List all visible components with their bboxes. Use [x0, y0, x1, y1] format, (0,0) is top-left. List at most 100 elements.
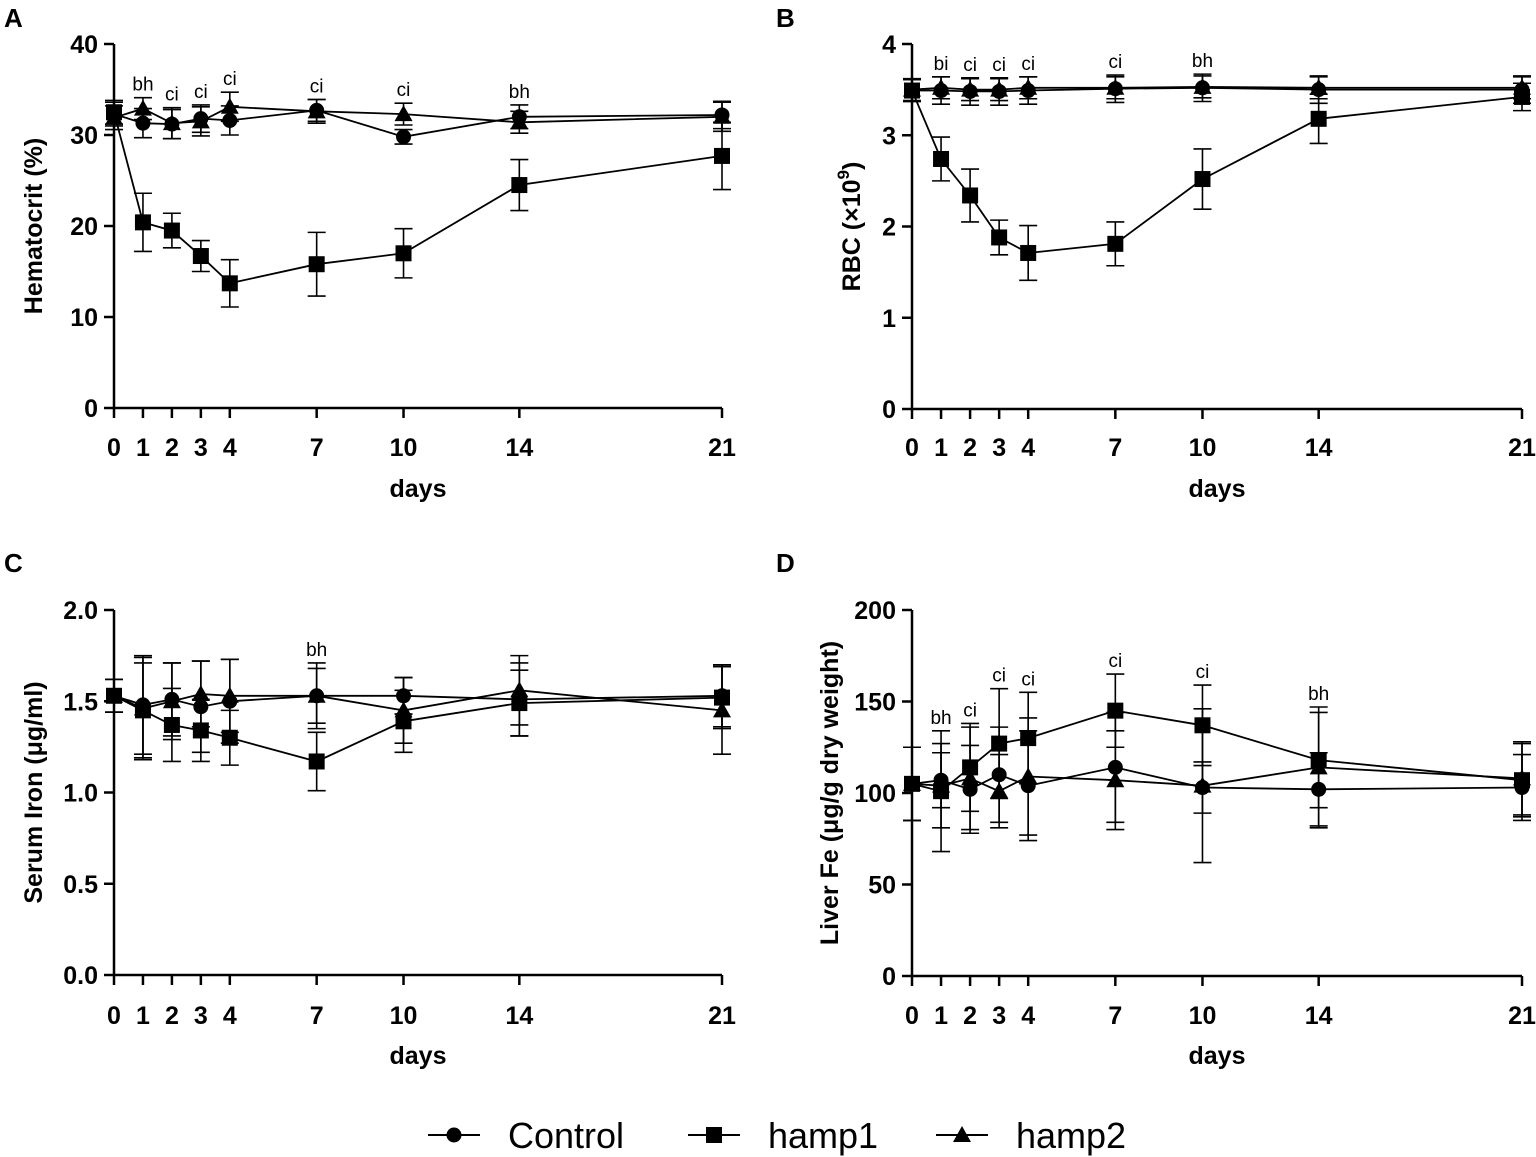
legend-marker-circle: [446, 1127, 462, 1143]
x-tick-label: 14: [505, 1002, 533, 1030]
series-hamp2: [105, 91, 731, 140]
y-tick-label: 3: [882, 122, 896, 150]
panel-letter: B: [776, 3, 795, 33]
significance-label: bh: [1192, 51, 1213, 72]
legend-item-hamp1: hamp1: [688, 1115, 878, 1156]
data-point-triangle: [220, 97, 239, 114]
significance-label: ci: [223, 69, 237, 90]
x-tick-label: 1: [136, 1002, 150, 1030]
data-point-triangle: [990, 782, 1009, 799]
x-tick-label: 0: [905, 434, 919, 462]
significance-label: ci: [963, 55, 977, 76]
series-hamp1: [105, 99, 731, 308]
data-point-square: [1194, 171, 1211, 188]
data-point-triangle: [1309, 78, 1328, 95]
data-point-square: [1310, 110, 1327, 127]
x-tick-label: 0: [107, 434, 121, 462]
y-axis-label-part: ): [838, 162, 866, 170]
x-tick-label: 7: [1108, 1002, 1122, 1030]
data-point-triangle: [1019, 78, 1038, 95]
significance-label: ci: [963, 700, 977, 721]
significance-label: ci: [310, 77, 324, 98]
x-tick-label: 21: [708, 434, 736, 462]
y-axis-label: Liver Fe (μg/g dry weight): [816, 641, 844, 945]
significance-label: ci: [194, 82, 208, 103]
y-tick-label: 10: [70, 304, 98, 332]
data-point-triangle: [1309, 758, 1328, 775]
panel-letter: C: [4, 548, 23, 578]
legend-marker-triangle: [953, 1126, 971, 1142]
data-point-square: [395, 245, 412, 262]
data-point-square: [308, 256, 325, 273]
data-point-triangle: [961, 80, 980, 97]
legend-item-hamp2: hamp2: [936, 1115, 1126, 1156]
x-tick-label: 4: [1021, 434, 1035, 462]
data-point-triangle: [191, 112, 210, 129]
x-tick-label: 2: [963, 1002, 977, 1030]
legend-item-control: Control: [428, 1115, 624, 1156]
significance-label: bh: [1308, 684, 1329, 705]
y-tick-label: 0.5: [63, 871, 98, 899]
x-tick-label: 1: [934, 434, 948, 462]
significance-label: ci: [1108, 52, 1122, 73]
panel-c: C 0.0 0.5 1.0 1.5 2.0 0 1 2 3 4 7 10 14 21 days Serum Ir…: [4, 548, 736, 1070]
data-point-triangle: [961, 769, 980, 786]
data-point-square: [192, 248, 209, 265]
data-point-triangle: [1106, 771, 1125, 788]
data-point-triangle: [394, 105, 413, 122]
x-tick-label: 0: [905, 1002, 919, 1030]
x-tick-label: 14: [1305, 1002, 1333, 1030]
x-tick-label: 10: [1189, 1002, 1217, 1030]
series-control: [105, 654, 731, 755]
significance-label: bh: [306, 640, 327, 661]
data-point-square: [221, 729, 238, 746]
y-axis-label: Hematocrit (%): [20, 138, 48, 314]
data-point-triangle: [903, 774, 921, 791]
data-point-square: [933, 150, 950, 167]
data-point-square: [1020, 244, 1037, 261]
data-point-triangle: [1193, 77, 1212, 94]
x-tick-label: 21: [708, 1002, 736, 1030]
data-point-square: [1107, 235, 1124, 252]
series-line: [911, 90, 1523, 254]
data-point-triangle: [105, 686, 123, 703]
y-tick-label: 30: [70, 122, 98, 150]
x-tick-label: 1: [934, 1002, 948, 1030]
legend-label: hamp1: [768, 1115, 878, 1156]
series-hamp2: [903, 75, 1531, 102]
legend-marker-square: [706, 1127, 722, 1143]
x-tick-label: 3: [194, 1002, 208, 1030]
significance-label: ci: [1021, 54, 1035, 75]
y-axis-label-sup: 9: [834, 170, 853, 179]
series-hamp1: [903, 673, 1531, 853]
x-axis-label: days: [1189, 475, 1246, 503]
data-point-triangle: [1193, 776, 1212, 793]
significance-label: ci: [1021, 669, 1035, 690]
data-point-triangle: [1019, 767, 1038, 784]
data-point-triangle: [191, 684, 210, 701]
x-tick-label: 3: [992, 1002, 1006, 1030]
data-point-triangle: [394, 701, 413, 718]
data-point-square: [308, 753, 325, 770]
x-tick-label: 2: [963, 434, 977, 462]
x-tick-label: 3: [194, 434, 208, 462]
significance-label: bh: [509, 82, 530, 103]
significance-label: ci: [397, 80, 411, 101]
x-axis-label: days: [1189, 1042, 1246, 1070]
y-tick-label: 0: [882, 963, 896, 991]
y-tick-label: 0.0: [63, 962, 98, 990]
x-tick-label: 2: [165, 434, 179, 462]
panel-letter: A: [4, 3, 23, 33]
y-axis-label: Serum Iron (μg/ml): [20, 681, 48, 903]
data-point-triangle: [1106, 78, 1125, 95]
significance-label: ci: [1108, 651, 1122, 672]
y-tick-label: 1.0: [63, 780, 98, 808]
data-point-square: [163, 222, 180, 239]
data-point-square: [991, 229, 1008, 246]
data-point-triangle: [307, 102, 326, 119]
y-tick-label: 0: [84, 395, 98, 423]
x-tick-label: 0: [107, 1002, 121, 1030]
